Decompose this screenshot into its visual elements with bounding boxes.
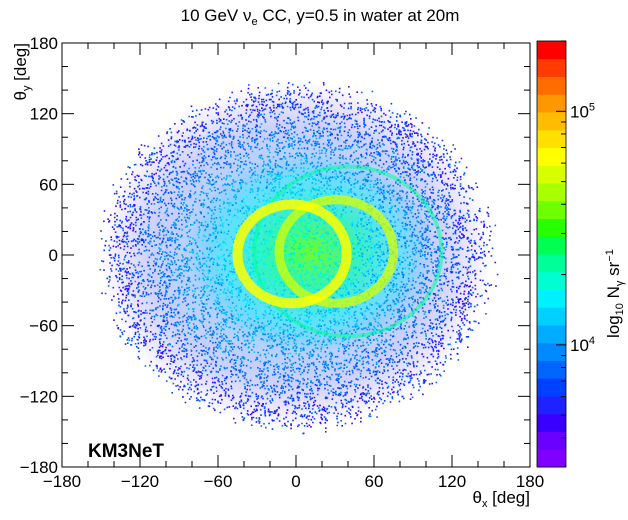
x-tick-label: 0 [291, 472, 300, 491]
colorbar-bin [537, 396, 566, 415]
colorbar-bin [537, 200, 566, 219]
cherenkov-ring-2 [274, 195, 398, 308]
colorbar-bin [537, 236, 566, 255]
cherenkov-ring-3 [252, 164, 444, 339]
colorbar-bin [537, 271, 566, 290]
colorbar-bin [537, 147, 566, 166]
colorbar-tick-label: 104 [570, 335, 595, 355]
colorbar-bin [537, 254, 566, 273]
colorbar-bin [537, 289, 566, 308]
x-tick-label: 180 [516, 472, 544, 491]
y-tick-label: −60 [29, 317, 58, 336]
x-axis: −180 −120 −60 0 60 120 180 [43, 43, 544, 491]
colorbar-bin [537, 129, 566, 148]
colorbar-bin [537, 94, 566, 113]
cherenkov-rings [232, 164, 444, 339]
colorbar-tick-label: 105 [570, 101, 595, 121]
x-tick-label: 60 [365, 472, 384, 491]
colorbar-bin [537, 449, 566, 468]
colorbar-bin [537, 58, 566, 77]
colorbar-bin [537, 378, 566, 397]
y-tick-label: 180 [30, 34, 58, 53]
colorbar-label: log10 Nγ sr−1 [604, 249, 626, 338]
heatmap-points [182, 149, 414, 357]
x-axis-label: θx [deg] [472, 488, 530, 510]
colorbar-bin [537, 76, 566, 95]
y-tick-label: 120 [30, 105, 58, 124]
cherenkov-ring-1 [232, 199, 352, 309]
colorbar-bin [537, 342, 566, 361]
y-tick-label: 0 [49, 246, 58, 265]
chart-title: 10 GeV νe CC, y=0.5 in water at 20m [181, 6, 460, 28]
colorbar-bin [537, 165, 566, 184]
y-tick-label: 60 [39, 175, 58, 194]
colorbar-bin [537, 307, 566, 326]
heatmap [99, 81, 499, 435]
colorbar-bin [537, 218, 566, 237]
x-tick-label: −60 [204, 472, 233, 491]
km3net-label: KM3NeT [88, 441, 164, 462]
colorbar-bin [537, 413, 566, 432]
y-axis: −180 −120 −60 0 60 120 180 [20, 34, 530, 477]
colorbar-bin [537, 431, 566, 450]
colorbar-bin [537, 360, 566, 379]
colorbar-bin [537, 41, 566, 60]
colorbar-bin [537, 112, 566, 131]
colorbar-bin [537, 183, 566, 202]
colorbar-bin [537, 325, 566, 344]
y-tick-label: −180 [20, 458, 58, 477]
x-tick-label: −180 [43, 472, 81, 491]
colorbar: 104 105 [536, 40, 595, 468]
x-tick-label: 120 [438, 472, 466, 491]
y-tick-label: −120 [20, 387, 58, 406]
colorbar-frame [536, 40, 567, 468]
x-tick-label: −120 [121, 472, 159, 491]
y-axis-label: θy [deg] [11, 43, 33, 101]
